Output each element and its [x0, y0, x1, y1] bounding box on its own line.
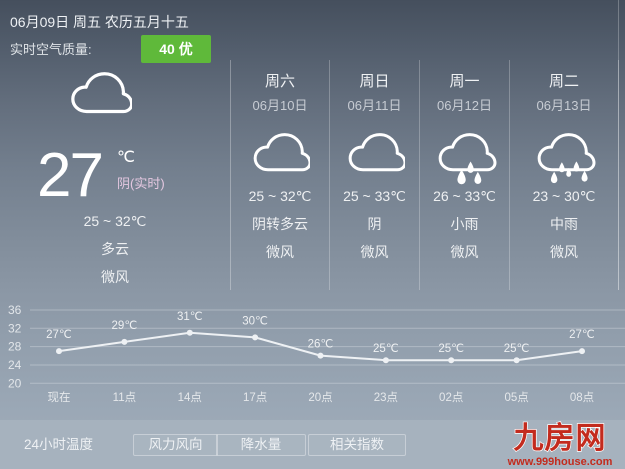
svg-text:14点: 14点 [178, 391, 202, 404]
svg-text:02点: 02点 [439, 391, 463, 404]
svg-text:08点: 08点 [570, 391, 594, 404]
svg-text:30℃: 30℃ [242, 315, 268, 327]
svg-text:25℃: 25℃ [438, 343, 464, 355]
svg-text:现在: 现在 [48, 391, 71, 404]
svg-text:29℃: 29℃ [112, 320, 138, 332]
svg-text:27℃: 27℃ [46, 329, 72, 341]
svg-text:11点: 11点 [113, 391, 136, 404]
svg-text:28: 28 [8, 340, 22, 354]
svg-text:27℃: 27℃ [569, 329, 595, 341]
svg-text:36: 36 [8, 303, 22, 317]
svg-text:24: 24 [8, 358, 22, 372]
svg-text:26℃: 26℃ [308, 339, 334, 351]
svg-text:17点: 17点 [243, 391, 267, 404]
svg-text:20: 20 [8, 376, 22, 390]
svg-text:31℃: 31℃ [177, 311, 203, 323]
svg-text:25℃: 25℃ [504, 343, 530, 355]
svg-text:25℃: 25℃ [373, 343, 399, 355]
svg-text:23点: 23点 [374, 391, 398, 404]
svg-text:05点: 05点 [504, 391, 528, 404]
svg-text:32: 32 [8, 321, 22, 335]
svg-text:20点: 20点 [308, 391, 332, 404]
